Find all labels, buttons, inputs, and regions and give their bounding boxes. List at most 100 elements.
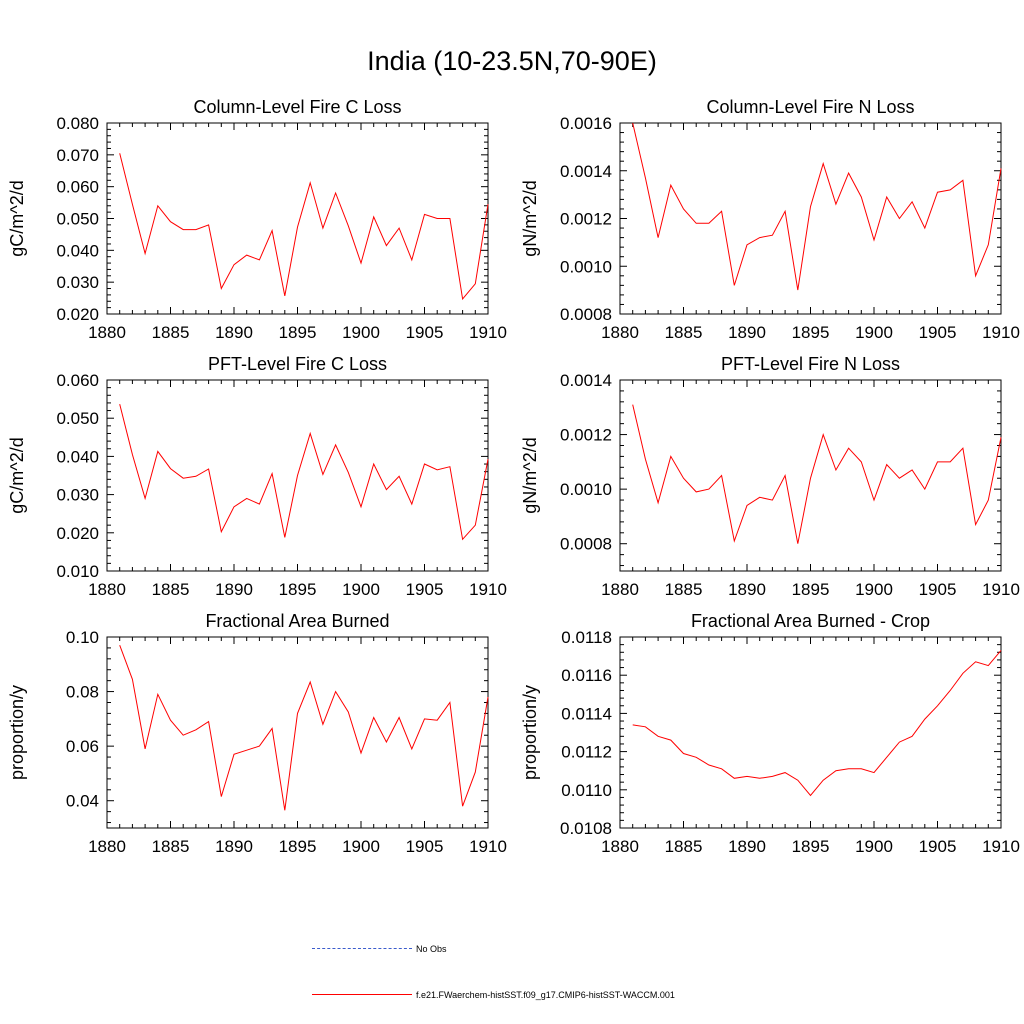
x-tick-label: 1900: [342, 837, 380, 856]
x-tick-label: 1910: [469, 580, 507, 599]
panel-title: PFT-Level Fire N Loss: [721, 354, 900, 374]
x-tick-label: 1890: [728, 323, 766, 342]
x-tick-label: 1885: [152, 837, 190, 856]
y-tick-label: 0.050: [56, 210, 99, 229]
x-tick-label: 1880: [88, 837, 126, 856]
y-tick-label: 0.0108: [560, 819, 612, 838]
y-tick-label: 0.04: [66, 792, 99, 811]
y-tick-label: 0.0116: [561, 666, 612, 685]
chart-panel-3: 1880 1885 1890 1895 1900 1905 1910 0.010 0.020 0.…: [7, 354, 507, 599]
y-tick-label: 0.020: [56, 305, 99, 324]
x-tick-label: 1885: [665, 837, 703, 856]
x-tick-label: 1890: [215, 837, 253, 856]
y-tick-label: 0.0010: [560, 257, 612, 276]
x-tick-label: 1885: [665, 323, 703, 342]
legend-line-dashed: [312, 944, 412, 954]
x-tick-label: 1905: [406, 837, 444, 856]
x-tick-label: 1895: [279, 580, 317, 599]
legend-entry-no-obs: No Obs: [312, 944, 447, 954]
plot-frame: [619, 379, 1002, 572]
panel-title: PFT-Level Fire C Loss: [208, 354, 387, 374]
legend-label-no-obs: No Obs: [416, 944, 447, 954]
y-tick-label: 0.0012: [560, 426, 612, 445]
x-tick-label: 1900: [342, 323, 380, 342]
y-tick-label: 0.060: [56, 371, 99, 390]
y-axis-label: gN/m^2/d: [520, 180, 540, 256]
figure-title: India (10-23.5N,70-90E): [367, 46, 657, 76]
x-tick-label: 1885: [152, 580, 190, 599]
x-tick-label: 1910: [469, 323, 507, 342]
y-tick-label: 0.020: [56, 524, 99, 543]
series-line: [119, 153, 489, 301]
y-tick-label: 0.0014: [560, 162, 612, 181]
x-tick-label: 1895: [792, 323, 830, 342]
x-tick-label: 1880: [601, 580, 639, 599]
y-tick-label: 0.010: [56, 562, 99, 581]
series-line: [632, 122, 1002, 291]
plot-frame: [619, 122, 1002, 315]
chart-panel-5: 1880 1885 1890 1895 1900 1905 1910 0.04 0.06 0.08…: [7, 611, 507, 856]
x-tick-label: 1880: [601, 323, 639, 342]
chart-panel-1: 1880 1885 1890 1895 1900 1905 1910 0.020 0.030 0.…: [7, 97, 507, 342]
x-tick-label: 1900: [342, 580, 380, 599]
x-tick-label: 1885: [152, 323, 190, 342]
y-tick-label: 0.030: [56, 273, 99, 292]
x-tick-label: 1885: [665, 580, 703, 599]
y-tick-label: 0.08: [66, 683, 99, 702]
y-tick-label: 0.0016: [560, 114, 612, 133]
x-tick-label: 1895: [792, 580, 830, 599]
x-tick-label: 1890: [215, 580, 253, 599]
y-tick-label: 0.040: [56, 241, 99, 260]
x-tick-label: 1895: [279, 323, 317, 342]
panel-title: Column-Level Fire C Loss: [193, 97, 401, 117]
y-tick-label: 0.0112: [561, 743, 612, 762]
panel-title: Fractional Area Burned - Crop: [691, 611, 930, 631]
x-tick-label: 1880: [601, 837, 639, 856]
y-tick-label: 0.06: [66, 737, 99, 756]
y-tick-label: 0.0010: [560, 480, 612, 499]
y-axis-label: gN/m^2/d: [520, 437, 540, 513]
chart-panel-4: 1880 1885 1890 1895 1900 1905 1910 0.0008 0.0010…: [520, 354, 1020, 599]
x-tick-label: 1890: [728, 580, 766, 599]
y-axis-label: gC/m^2/d: [7, 180, 27, 256]
x-tick-label: 1895: [279, 837, 317, 856]
x-tick-label: 1880: [88, 580, 126, 599]
y-tick-label: 0.070: [56, 146, 99, 165]
x-tick-label: 1910: [469, 837, 507, 856]
series-line: [119, 403, 489, 541]
x-tick-label: 1895: [792, 837, 830, 856]
y-axis-label: proportion/y: [520, 685, 540, 780]
y-tick-label: 0.0014: [560, 371, 612, 390]
y-axis-label: gC/m^2/d: [7, 437, 27, 513]
y-tick-label: 0.0114: [561, 704, 612, 723]
panel-title: Fractional Area Burned: [205, 611, 389, 631]
series-line: [632, 404, 1002, 544]
y-axis-label: proportion/y: [7, 685, 27, 780]
y-tick-label: 0.040: [56, 447, 99, 466]
y-tick-label: 0.050: [56, 409, 99, 428]
legend-entry-model: f.e21.FWaerchem-histSST.f09_g17.CMIP6-hi…: [312, 990, 675, 1000]
x-tick-label: 1905: [919, 837, 957, 856]
x-tick-label: 1900: [855, 323, 893, 342]
x-tick-label: 1890: [215, 323, 253, 342]
y-tick-label: 0.0008: [560, 535, 612, 554]
panel-title: Column-Level Fire N Loss: [706, 97, 914, 117]
x-tick-label: 1910: [982, 323, 1020, 342]
x-tick-label: 1890: [728, 837, 766, 856]
legend-label-model: f.e21.FWaerchem-histSST.f09_g17.CMIP6-hi…: [416, 990, 675, 1000]
x-tick-label: 1905: [406, 323, 444, 342]
plot-frame: [106, 122, 489, 315]
y-tick-label: 0.0110: [561, 781, 612, 800]
x-tick-label: 1900: [855, 837, 893, 856]
legend-line-solid: [312, 990, 412, 1000]
plot-frame: [106, 636, 489, 829]
plot-frame: [619, 636, 1002, 829]
x-tick-label: 1910: [982, 837, 1020, 856]
y-tick-label: 0.030: [56, 486, 99, 505]
y-tick-label: 0.0012: [560, 210, 612, 229]
y-tick-label: 0.0008: [560, 305, 612, 324]
chart-panel-6: 1880 1885 1890 1895 1900 1905 1910 0.0108 0.0110…: [520, 611, 1020, 856]
x-tick-label: 1900: [855, 580, 893, 599]
x-tick-label: 1880: [88, 323, 126, 342]
